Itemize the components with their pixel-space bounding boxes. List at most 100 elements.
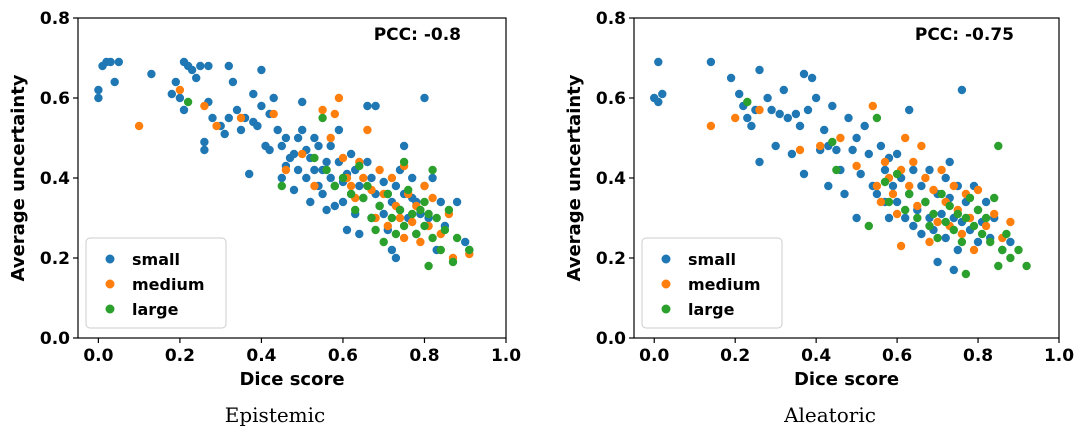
point-large-28	[424, 209, 433, 219]
point-small-65	[326, 141, 335, 151]
point-small-26	[811, 93, 821, 103]
point-large-16	[383, 189, 392, 199]
point-small-53	[901, 213, 910, 223]
point-medium-33	[973, 185, 983, 195]
point-small-66	[937, 209, 946, 219]
point-large-25	[981, 213, 991, 223]
point-large-13	[933, 233, 942, 243]
point-small-63	[925, 165, 934, 175]
point-large-11	[925, 221, 934, 231]
y-tick-label: 0.8	[40, 9, 70, 29]
point-medium-5	[269, 109, 278, 119]
point-medium-32	[969, 245, 979, 255]
point-large-16	[945, 201, 954, 211]
y-tick-label: 0.6	[596, 89, 626, 109]
point-large-3	[872, 113, 882, 123]
point-small-57	[909, 221, 918, 231]
point-small-95	[391, 253, 401, 263]
point-small-63	[322, 157, 331, 167]
point-small-12	[755, 65, 764, 75]
point-medium-23	[933, 217, 942, 227]
point-small-40	[273, 125, 282, 135]
y-tick-label: 0.2	[40, 249, 70, 269]
point-large-1	[277, 181, 286, 191]
point-small-98	[399, 141, 409, 151]
legend-marker-large	[661, 304, 671, 314]
point-large-35	[994, 261, 1003, 271]
x-tick-label: 0.8	[963, 346, 993, 366]
point-small-59	[314, 141, 323, 151]
point-small-16	[196, 61, 205, 71]
y-tick-label: 0.2	[596, 249, 626, 269]
point-large-22	[969, 221, 979, 231]
point-medium-7	[298, 149, 307, 159]
point-small-50	[892, 149, 902, 159]
point-large-10	[359, 193, 368, 203]
point-small-55	[306, 197, 315, 207]
point-small-73	[342, 225, 352, 235]
legend-label-large: large	[132, 300, 179, 319]
point-small-106	[420, 93, 429, 103]
point-medium-20	[921, 173, 930, 183]
point-small-9	[747, 121, 756, 131]
point-large-7	[346, 189, 356, 199]
point-large-21	[399, 221, 409, 231]
point-medium-17	[909, 157, 918, 167]
point-small-11	[755, 157, 764, 167]
point-medium-1	[731, 113, 740, 123]
x-tick-label: 0.2	[165, 346, 195, 366]
point-small-15	[192, 73, 201, 83]
point-medium-29	[399, 233, 409, 243]
point-large-15	[379, 237, 388, 247]
point-small-114	[461, 237, 470, 247]
point-medium-29	[957, 229, 967, 239]
y-tick-label: 0.0	[596, 329, 626, 349]
legend-label-medium: medium	[132, 275, 205, 294]
legend-marker-small	[105, 254, 115, 264]
point-large-34	[444, 205, 454, 215]
point-large-20	[961, 213, 971, 223]
x-tick-label: 1.0	[1044, 346, 1074, 366]
point-medium-35	[990, 209, 999, 219]
legend-box	[641, 237, 783, 329]
point-small-53	[302, 173, 311, 183]
point-large-21	[965, 193, 975, 203]
point-small-28	[236, 125, 246, 135]
legend-label-large: large	[688, 300, 735, 319]
point-small-59	[917, 181, 926, 191]
point-small-17	[779, 85, 788, 95]
point-small-8	[743, 113, 752, 123]
point-medium-6	[852, 161, 861, 171]
point-large-4	[322, 165, 331, 175]
point-small-19	[204, 61, 213, 71]
legend: small medium large	[641, 237, 783, 329]
point-large-29	[428, 165, 437, 175]
point-large-14	[937, 189, 946, 199]
point-medium-38	[896, 241, 906, 251]
point-large-29	[998, 245, 1007, 255]
point-small-37	[852, 133, 861, 143]
point-medium-9	[318, 105, 327, 115]
point-small-46	[289, 149, 299, 159]
point-small-83	[367, 173, 376, 183]
point-medium-13	[892, 209, 902, 219]
y-axis-label: Average uncertainty	[564, 74, 585, 281]
point-small-48	[293, 133, 303, 143]
point-medium-24	[383, 221, 392, 231]
point-small-30	[824, 181, 833, 191]
point-small-45	[880, 165, 890, 175]
point-medium-10	[326, 133, 335, 143]
point-small-43	[281, 133, 291, 143]
point-small-93	[387, 245, 397, 255]
point-small-40	[860, 121, 869, 131]
point-large-3	[318, 113, 327, 123]
point-small-79	[973, 237, 983, 247]
x-tick-label: 0.0	[83, 346, 113, 366]
point-small-15	[771, 141, 780, 151]
point-small-61	[318, 189, 327, 199]
point-small-20	[791, 109, 801, 119]
point-small-75	[346, 149, 356, 159]
point-small-23	[220, 129, 229, 139]
point-large-5	[884, 197, 894, 207]
y-tick-label: 0.0	[40, 329, 70, 349]
